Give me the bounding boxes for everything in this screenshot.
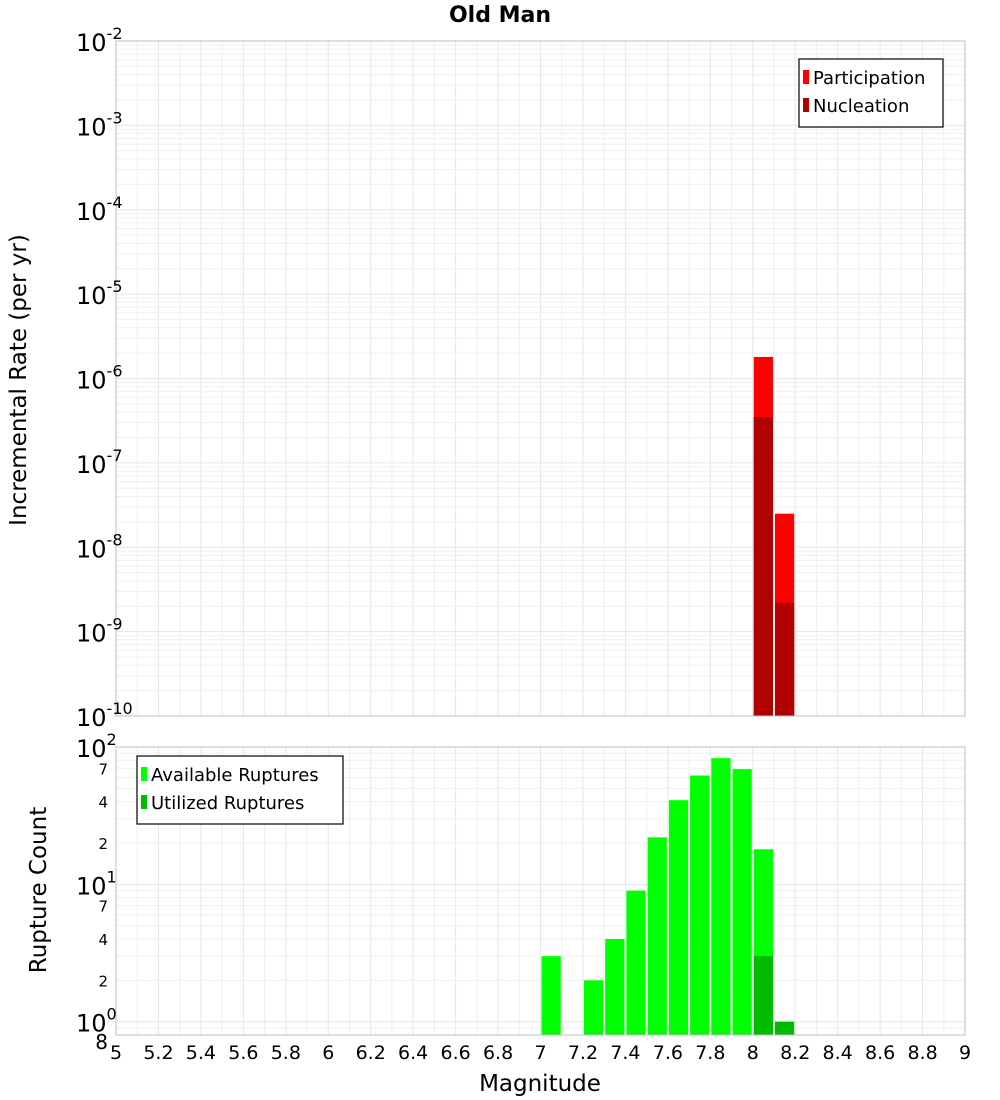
x-tick-label: 7.8 (695, 1042, 725, 1064)
y-tick-label: 101 (76, 867, 117, 900)
bar-utilized-ruptures (753, 956, 773, 1035)
legend-label: Utilized Ruptures (151, 793, 304, 814)
bottom-y-axis-title: Rupture Count (26, 807, 52, 973)
bar-available-ruptures (711, 758, 731, 1035)
bar-available-ruptures (732, 769, 752, 1035)
x-tick-label: 8 (747, 1042, 759, 1064)
x-tick-label: 8.8 (907, 1042, 937, 1064)
y-tick-label: 10-5 (76, 277, 123, 310)
plot-border (115, 746, 966, 1036)
x-tick-label: 8.6 (865, 1042, 895, 1064)
y-tick-label: 102 (76, 730, 117, 763)
legend-label: Participation (813, 68, 925, 89)
x-axis-title: Magnitude (479, 1071, 601, 1097)
y-tick-label: 10-6 (76, 362, 123, 395)
x-tick-label: 5.2 (143, 1042, 173, 1064)
y-tick-label: 2 (98, 972, 108, 990)
x-tick-label: 7 (534, 1042, 546, 1064)
y-tick-label: 100 (76, 1005, 117, 1038)
x-tick-label: 8.2 (780, 1042, 810, 1064)
bar-available-ruptures (583, 980, 604, 1035)
y-tick-label: 4 (98, 794, 108, 812)
x-tick-label: 6.6 (440, 1042, 470, 1064)
bar-available-ruptures (541, 956, 561, 1035)
y-tick-label: 2 (98, 835, 108, 853)
y-tick-label: 10-10 (76, 699, 133, 732)
x-tick-label: 5.8 (271, 1042, 301, 1064)
bar-utilized-ruptures (774, 1021, 795, 1035)
y-tick-label: 10-4 (76, 193, 123, 226)
x-tick-label: 6 (322, 1042, 334, 1064)
legend-swatch (141, 795, 147, 809)
legend-swatch (141, 767, 147, 781)
x-tick-label: 5 (110, 1042, 122, 1064)
legend-label: Available Ruptures (151, 765, 319, 786)
legend-box (136, 755, 344, 825)
y-tick-label: 10-7 (76, 446, 123, 479)
y-tick-label: 7 (98, 898, 108, 916)
y-tick-label: 7 (98, 760, 108, 778)
y-tick-label: 8 (95, 1030, 108, 1054)
x-tick-label: 9 (959, 1042, 971, 1064)
y-tick-label: 4 (98, 931, 108, 949)
bar-nucleation (753, 416, 773, 716)
bar-available-ruptures (647, 837, 667, 1035)
x-tick-label: 7.6 (653, 1042, 683, 1064)
y-tick-label: 10-3 (76, 108, 123, 141)
legend: Participation Nucleation (798, 58, 944, 128)
bar-available-ruptures (605, 939, 625, 1035)
x-tick-label: 6.4 (398, 1042, 428, 1064)
legend-label: Nucleation (813, 96, 909, 117)
bar-available-ruptures (690, 775, 710, 1035)
bar-available-ruptures (668, 800, 689, 1035)
bar-available-ruptures (626, 890, 646, 1035)
legend-box (798, 58, 944, 128)
x-tick-label: 6.2 (356, 1042, 386, 1064)
top-y-axis-title: Incremental Rate (per yr) (6, 234, 32, 526)
x-tick-label: 7.4 (610, 1042, 640, 1064)
plot-border (115, 40, 966, 717)
x-tick-label: 6.8 (483, 1042, 513, 1064)
bar-nucleation (774, 602, 795, 716)
legend-swatch (803, 70, 809, 84)
x-tick-label: 7.2 (568, 1042, 598, 1064)
y-tick-label: 10-2 (76, 24, 123, 57)
y-tick-label: 10-8 (76, 530, 123, 563)
legend: Available Ruptures Utilized Ruptures (136, 755, 344, 825)
y-tick-label: 10-9 (76, 615, 123, 648)
x-tick-label: 8.4 (823, 1042, 853, 1064)
x-tick-label: 5.6 (228, 1042, 258, 1064)
legend-swatch (803, 98, 809, 112)
x-tick-label: 5.4 (186, 1042, 216, 1064)
top-rate-plot: 10-10 10-9 10-8 10-7 10-6 10-5 10-4 10-3 10-2 Par… (76, 24, 966, 732)
chart-title: Old Man (449, 3, 551, 28)
